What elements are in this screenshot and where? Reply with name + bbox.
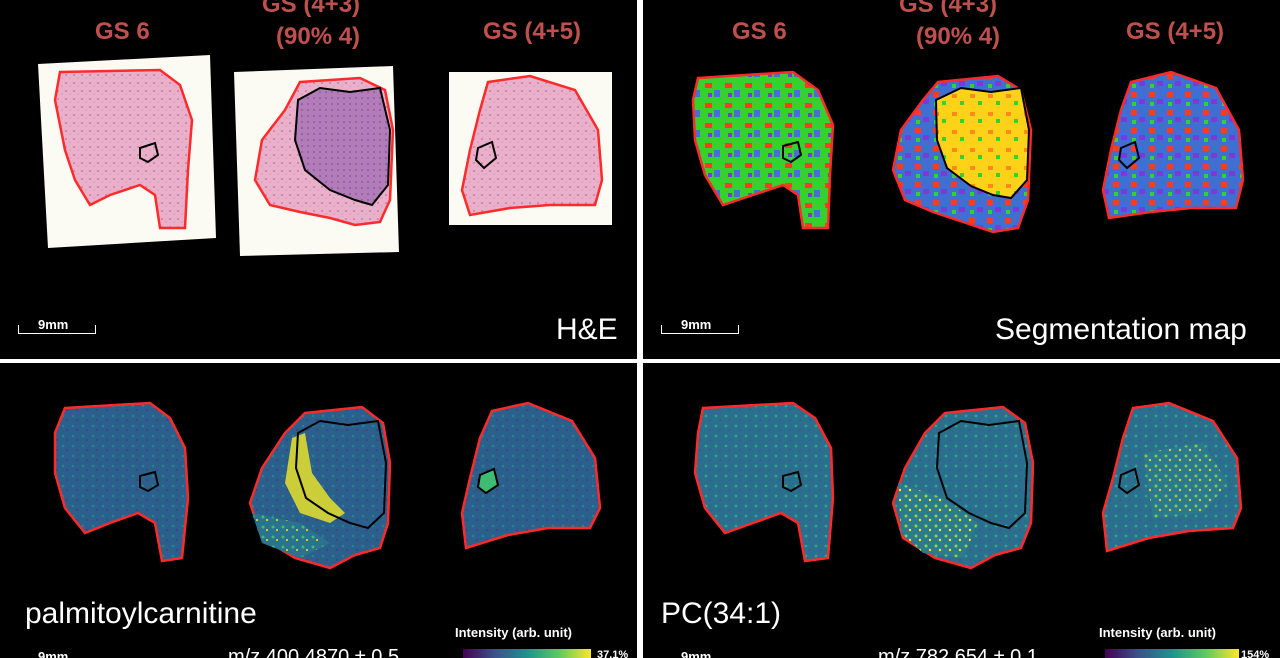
pc-panel: PC(34:1) 9mm m/z 782.654 ± 0.1 Intensity…: [643, 363, 1280, 658]
he-tissue-images: [38, 55, 612, 256]
scale-bar-label: 9mm: [681, 649, 712, 658]
intensity-label: Intensity (arb. unit): [455, 625, 572, 640]
scale-bar-label: 9mm: [681, 317, 712, 332]
ion-image-gs6: [53, 401, 190, 563]
tissue-gs6: [53, 68, 194, 230]
grade-label-gs45: GS (4+5): [1126, 18, 1225, 45]
palmitoylcarnitine-ion-images: [53, 401, 602, 570]
segmentation-maps: [691, 70, 1245, 234]
panel-title-palmitoylcarnitine: palmitoylcarnitine: [25, 597, 257, 630]
colorbar: [463, 649, 591, 658]
grade-label-gs6: GS 6: [732, 18, 787, 45]
he-panel: GS 6 GS (4+3) (90% 4) GS (4+5) 9mm H: [0, 0, 637, 359]
scale-bar: [661, 325, 739, 334]
segmentation-gs6: [691, 70, 835, 230]
grade-label-gs6: GS 6: [95, 18, 150, 45]
colorbar-max: 154%: [1241, 649, 1270, 658]
grade-label-gs43: GS (4+3): [262, 0, 361, 18]
tumor-outline-gs45: [474, 140, 498, 170]
grade-label-gs43: GS (4+3): [899, 0, 998, 18]
scale-bar-label: 9mm: [38, 649, 69, 658]
palmitoylcarnitine-panel: palmitoylcarnitine 9mm m/z 400.4870 ± 0.…: [0, 363, 637, 658]
tumor-outline-gs43: [293, 86, 392, 207]
mz-value: m/z 400.4870 ± 0.5: [228, 646, 400, 658]
grade-label-gs43-sub: (90% 4): [916, 23, 1001, 50]
ion-image-gs45: [460, 401, 602, 550]
ion-image-gs6: [693, 401, 835, 563]
intensity-label: Intensity (arb. unit): [1099, 625, 1216, 640]
panel-title-he: H&E: [556, 313, 618, 346]
scale-bar-label: 9mm: [38, 317, 69, 332]
mz-value: m/z 782.654 ± 0.1: [878, 646, 1038, 658]
panel-divider-horizontal: [0, 359, 1280, 363]
scale-bar: [18, 325, 96, 334]
tissue-gs45: [460, 74, 604, 217]
pc-ion-images: [693, 401, 1243, 570]
segmentation-panel: GS 6 GS (4+3) (90% 4) GS (4+5): [643, 0, 1280, 359]
grade-label-gs45: GS (4+5): [483, 18, 582, 45]
segmentation-gs45: [1101, 70, 1245, 220]
tumor-outline-gs6: [139, 141, 160, 164]
grade-label-gs43-sub: (90% 4): [276, 23, 361, 50]
panel-divider-vertical: [637, 0, 643, 658]
panel-title-pc: PC(34:1): [661, 597, 782, 630]
colorbar: [1105, 649, 1239, 658]
colorbar-max: 37.1%: [597, 649, 629, 658]
panel-title-segmentation: Segmentation map: [995, 313, 1247, 346]
